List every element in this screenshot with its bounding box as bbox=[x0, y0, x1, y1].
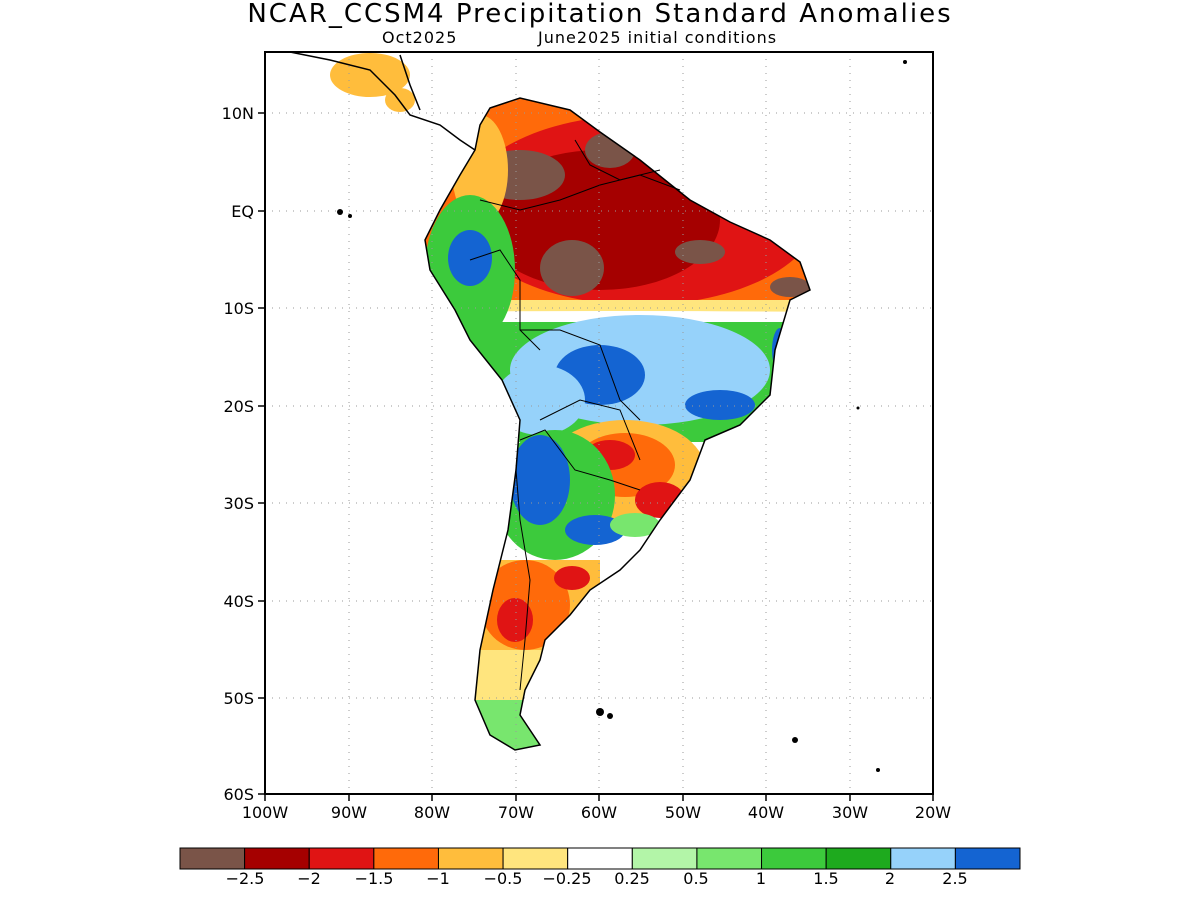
country-borders bbox=[469, 139, 681, 691]
lat-label: 10S bbox=[223, 299, 254, 318]
lon-label: 50W bbox=[665, 803, 701, 822]
colorbar-label: 1.5 bbox=[813, 869, 838, 888]
lon-label: 30W bbox=[832, 803, 868, 822]
colorbar-swatch bbox=[890, 847, 956, 870]
initial-conditions: June2025 initial conditions bbox=[538, 28, 778, 47]
lon-label: 100W bbox=[242, 803, 289, 822]
colorbar-labels: −2.5 −2 −1.5 −1 −0.5 −0.25 0.25 0.5 1 1.… bbox=[226, 869, 968, 888]
lon-label: 70W bbox=[498, 803, 534, 822]
lat-label: 40S bbox=[223, 592, 254, 611]
graticule bbox=[265, 52, 933, 794]
colorbar-label: 0.25 bbox=[614, 869, 650, 888]
colorbar-label: −1.5 bbox=[355, 869, 394, 888]
lat-label: 50S bbox=[223, 689, 254, 708]
colorbar-swatch bbox=[437, 847, 504, 870]
lon-label: 20W bbox=[915, 803, 951, 822]
x-axis-ticks bbox=[264, 794, 934, 801]
colorbar-label: −2.5 bbox=[226, 869, 265, 888]
colorbar-swatch bbox=[696, 847, 763, 870]
islands bbox=[337, 60, 907, 772]
lon-label: 90W bbox=[331, 803, 367, 822]
colorbar bbox=[179, 847, 1021, 870]
colorbar-label: −0.25 bbox=[542, 869, 591, 888]
lon-label: 80W bbox=[414, 803, 450, 822]
colorbar-label: −2 bbox=[297, 869, 321, 888]
colorbar-label: 1 bbox=[756, 869, 766, 888]
colorbar-swatch bbox=[761, 847, 827, 870]
anomaly-field bbox=[330, 53, 810, 750]
coastlines bbox=[289, 52, 811, 751]
colorbar-swatch bbox=[825, 847, 892, 870]
lat-label: 20S bbox=[223, 397, 254, 416]
colorbar-label: 2 bbox=[885, 869, 895, 888]
lat-label: 10N bbox=[222, 104, 254, 123]
x-axis-labels: 100W 90W 80W 70W 60W 50W 40W 30W 20W bbox=[242, 803, 951, 822]
lat-label: EQ bbox=[231, 202, 254, 221]
colorbar-label: 0.5 bbox=[683, 869, 708, 888]
map-title: NCAR_CCSM4 Precipitation Standard Anomal… bbox=[247, 0, 953, 29]
colorbar-swatch bbox=[179, 847, 246, 870]
colorbar-swatch bbox=[308, 847, 375, 870]
y-axis-labels: 10N EQ 10S 20S 30S 40S 50S 60S bbox=[222, 104, 254, 804]
colorbar-label: 2.5 bbox=[942, 869, 967, 888]
colorbar-swatch bbox=[567, 847, 633, 870]
colorbar-label: −0.5 bbox=[484, 869, 523, 888]
colorbar-label: −1 bbox=[426, 869, 450, 888]
forecast-month: Oct2025 bbox=[382, 28, 458, 47]
lat-label: 30S bbox=[223, 494, 254, 513]
colorbar-swatch bbox=[631, 847, 698, 870]
colorbar-swatch bbox=[244, 847, 310, 870]
lon-label: 60W bbox=[581, 803, 617, 822]
y-axis-ticks bbox=[258, 112, 265, 795]
lon-label: 40W bbox=[748, 803, 784, 822]
colorbar-swatch bbox=[502, 847, 569, 870]
lat-label: 60S bbox=[223, 785, 254, 804]
colorbar-swatch bbox=[954, 847, 1021, 870]
colorbar-swatch bbox=[373, 847, 439, 870]
